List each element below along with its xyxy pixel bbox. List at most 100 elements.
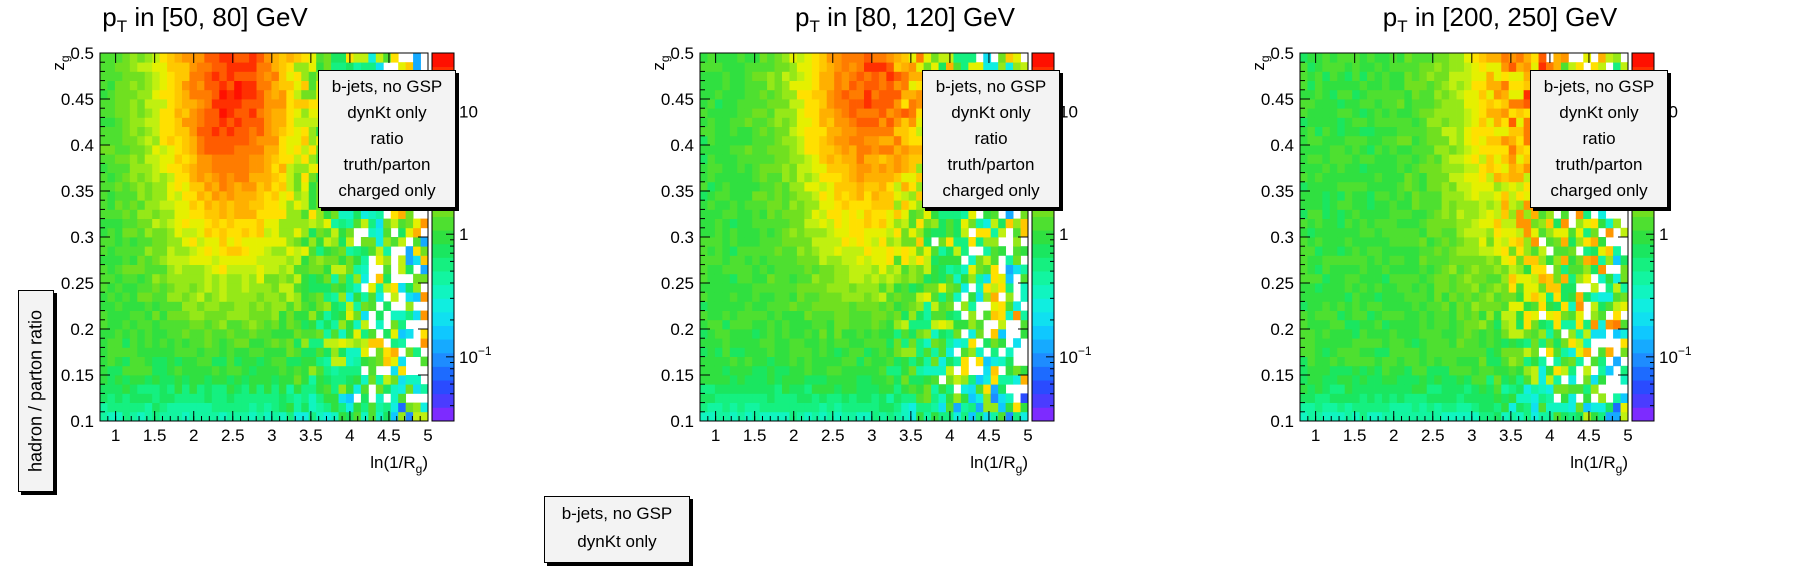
- heatmap-cell: [901, 53, 910, 63]
- heatmap-cell: [1322, 310, 1331, 321]
- heatmap-cell: [293, 227, 302, 238]
- heatmap-cell: [841, 273, 850, 284]
- heatmap-cell: [144, 347, 153, 357]
- heatmap-cell: [1314, 246, 1323, 256]
- heatmap-cell: [916, 53, 925, 63]
- heatmap-cell: [122, 62, 131, 72]
- heatmap-cell: [1300, 365, 1308, 376]
- heatmap-cell: [159, 375, 168, 385]
- heatmap-cell: [413, 384, 421, 394]
- colorbar-frame: [1031, 52, 1055, 422]
- heatmap-cell: [256, 172, 265, 183]
- colorbar-tick-label: 10: [1059, 103, 1078, 122]
- heatmap-cell: [744, 89, 753, 100]
- heatmap-cell: [1013, 255, 1021, 265]
- heatmap-cell: [1471, 329, 1480, 339]
- heatmap-cell: [1300, 62, 1308, 72]
- heatmap-cell: [1516, 108, 1525, 118]
- heatmap-cell: [286, 99, 295, 109]
- heatmap-cell: [804, 237, 813, 247]
- heatmap-cell: [1426, 310, 1435, 321]
- heatmap-cell: [383, 384, 392, 394]
- heatmap-cell: [1486, 319, 1495, 330]
- heatmap-cell: [819, 154, 828, 164]
- heatmap-cell: [353, 402, 362, 413]
- heatmap-cell: [1411, 255, 1420, 265]
- heatmap-cell: [249, 135, 257, 146]
- heatmap-cell: [1493, 292, 1502, 302]
- heatmap-cell: [752, 237, 761, 247]
- legend-line: ratio truth/parton: [343, 129, 431, 174]
- heatmap-cell: [256, 283, 265, 293]
- heatmap-cell: [1359, 218, 1368, 229]
- heatmap-cell: [878, 117, 887, 127]
- heatmap-cell: [271, 246, 280, 256]
- heatmap-cell: [1441, 145, 1450, 155]
- heatmap-cell: [700, 264, 708, 275]
- heatmap-cell: [1382, 319, 1390, 330]
- heatmap-cell: [189, 172, 198, 183]
- heatmap-cell: [722, 135, 731, 146]
- heatmap-cell: [1516, 264, 1525, 275]
- heatmap-cell: [834, 117, 843, 127]
- heatmap-cell: [931, 411, 939, 422]
- heatmap-cell: [841, 283, 850, 293]
- heatmap-cell: [1404, 393, 1413, 403]
- heatmap-cell: [196, 411, 205, 422]
- x-tick-label: 1: [111, 426, 120, 445]
- heatmap-cell: [819, 356, 828, 367]
- heatmap-cell: [137, 227, 146, 238]
- heatmap-cell: [826, 154, 835, 164]
- heatmap-cell: [1329, 181, 1338, 192]
- heatmap-cell: [1426, 393, 1435, 403]
- heatmap-cell: [323, 227, 332, 238]
- heatmap-cell: [114, 209, 123, 219]
- heatmap-cell: [1464, 310, 1472, 321]
- heatmap-cell: [707, 347, 716, 357]
- heatmap-cell: [886, 384, 895, 394]
- heatmap-cell: [1434, 53, 1443, 63]
- heatmap-cell: [707, 227, 716, 238]
- heatmap-cell: [1329, 329, 1338, 339]
- heatmap-cell: [114, 273, 123, 284]
- heatmap-cell: [226, 384, 235, 394]
- heatmap-cell: [871, 283, 880, 293]
- heatmap-cell: [1322, 71, 1331, 81]
- heatmap-cell: [331, 319, 339, 330]
- y-tick-label: 0.45: [661, 90, 694, 109]
- colorbar-tick-label: 1: [1059, 225, 1068, 244]
- heatmap-cell: [189, 255, 198, 265]
- heatmap-cell: [1359, 209, 1368, 219]
- heatmap-cell: [916, 209, 925, 219]
- heatmap-cell: [107, 145, 116, 155]
- heatmap-cell: [353, 384, 362, 394]
- heatmap-cell: [1434, 163, 1443, 173]
- heatmap-cell: [293, 126, 302, 137]
- legend-line: b-jets, no GSP: [935, 77, 1047, 96]
- heatmap-cell: [1464, 108, 1472, 118]
- heatmap-cell: [759, 264, 768, 275]
- heatmap-cell: [1426, 209, 1435, 219]
- heatmap-cell: [1486, 329, 1495, 339]
- heatmap-cell: [767, 108, 775, 118]
- heatmap-cell: [219, 283, 228, 293]
- heatmap-cell: [122, 264, 131, 275]
- heatmap-cell: [1374, 108, 1383, 118]
- heatmap-cell: [226, 292, 235, 302]
- heatmap-cell: [308, 365, 317, 376]
- heatmap-cell: [256, 375, 265, 385]
- heatmap-cell: [811, 347, 820, 357]
- heatmap-cell: [819, 301, 828, 311]
- x-tick-label: 3.5: [899, 426, 923, 445]
- heatmap-cell: [1426, 264, 1435, 275]
- heatmap-cell: [323, 255, 332, 265]
- heatmap-cell: [196, 255, 205, 265]
- heatmap-cell: [722, 218, 731, 229]
- heatmap-cell: [122, 191, 131, 201]
- heatmap-cell: [804, 301, 813, 311]
- heatmap-cell: [1389, 356, 1398, 367]
- heatmap-cell: [714, 117, 723, 127]
- heatmap-cell: [1478, 402, 1487, 413]
- x-axis-label: ln(1/Rg): [970, 453, 1028, 476]
- heatmap-cell: [908, 356, 917, 367]
